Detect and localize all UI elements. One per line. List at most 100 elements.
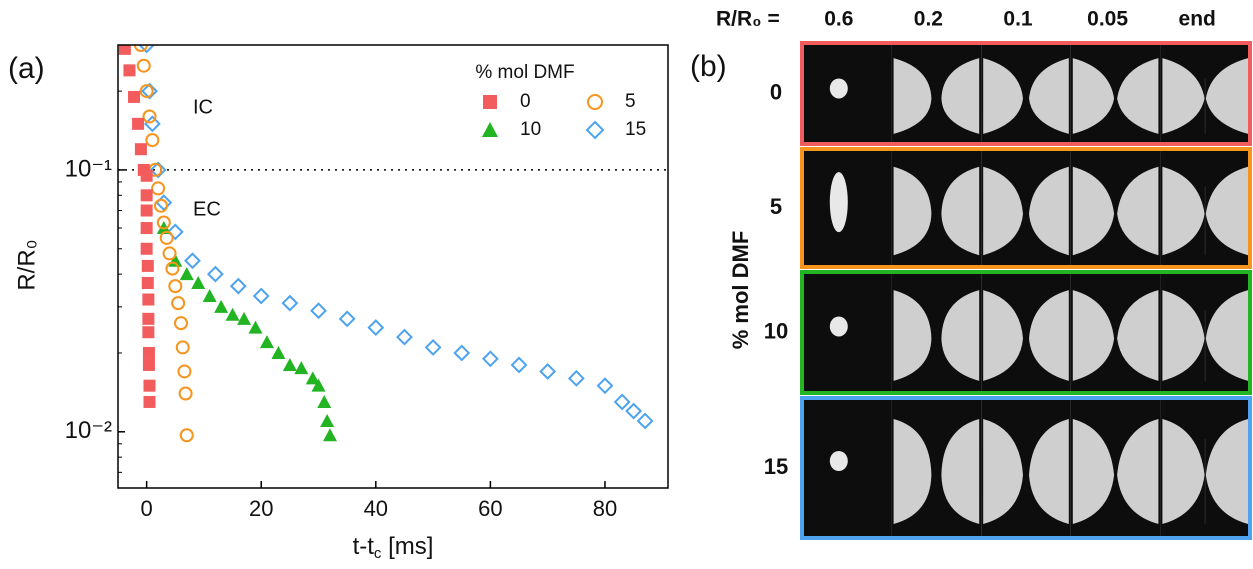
row-label: 0 <box>770 79 782 104</box>
marker-triangle <box>214 299 229 313</box>
liquid-left <box>1072 58 1115 134</box>
liquid-right <box>1029 419 1069 524</box>
marker-triangle <box>202 289 217 303</box>
marker-square <box>140 242 153 255</box>
liquid-left <box>1072 419 1115 524</box>
marker-square <box>142 346 155 359</box>
marker-circle <box>153 198 168 213</box>
frame-bg <box>802 398 892 538</box>
marker-diamond <box>539 363 557 380</box>
liquid-left <box>1072 290 1115 381</box>
marker-diamond <box>206 265 224 283</box>
marker-diamond <box>338 310 356 328</box>
liquid-right <box>1029 166 1069 256</box>
marker-square <box>142 293 155 306</box>
marker-circle <box>175 340 190 355</box>
marker-triangle <box>282 357 297 371</box>
marker-diamond <box>252 287 270 305</box>
marker-circle <box>156 215 171 230</box>
row-frame <box>800 396 1252 540</box>
marker-square <box>140 189 153 202</box>
marker-diamond <box>229 277 247 295</box>
marker-square <box>140 169 153 182</box>
marker-square <box>140 204 153 217</box>
marker-triangle <box>271 345 286 359</box>
row-title: % mol DMF <box>728 231 753 350</box>
liquid-left <box>983 290 1023 381</box>
droplet <box>829 451 848 471</box>
liquid-left <box>1162 166 1205 256</box>
marker-circle <box>587 94 603 110</box>
marker-circle <box>139 84 154 99</box>
marker-square <box>132 117 145 130</box>
marker-triangle <box>191 276 206 290</box>
frame-bg <box>802 272 892 393</box>
marker-square <box>143 379 156 392</box>
marker-diamond <box>596 377 614 395</box>
column-header-label: R/R₀ = <box>716 8 780 31</box>
row-label: 10 <box>764 318 788 343</box>
marker-circle <box>179 428 194 443</box>
liquid-left <box>893 419 932 524</box>
marker-circle <box>145 133 160 148</box>
liquid-left <box>1072 166 1115 256</box>
marker-square <box>140 222 153 235</box>
marker-square <box>123 64 136 77</box>
marker-diamond <box>141 82 158 100</box>
liquid-left <box>893 166 932 256</box>
marker-diamond <box>567 369 585 387</box>
marker-circle <box>162 246 177 261</box>
marker-circle <box>178 386 193 401</box>
column-header: 0.1 <box>1003 8 1033 31</box>
x-tick-label: 40 <box>364 496 388 521</box>
plot-frame <box>117 44 669 489</box>
liquid-left <box>983 58 1023 134</box>
liquid-left <box>983 419 1023 524</box>
marker-square <box>142 326 155 339</box>
column-header: end <box>1179 8 1216 31</box>
liquid-left <box>983 166 1023 256</box>
marker-triangle <box>294 361 309 375</box>
marker-circle <box>168 279 183 294</box>
liquid-right <box>1029 290 1069 381</box>
marker-square <box>118 45 131 55</box>
marker-circle <box>142 109 157 124</box>
points <box>118 45 654 443</box>
marker-triangle <box>237 311 252 325</box>
marker-triangle <box>259 335 274 349</box>
x-label-main: t-t <box>353 533 375 560</box>
x-label-unit: [ms] <box>381 533 433 560</box>
marker-diamond <box>585 120 605 140</box>
marker-circle <box>136 58 151 73</box>
liquid-right <box>1205 290 1248 381</box>
liquid-left <box>1162 419 1205 524</box>
liquid-left <box>1162 58 1205 134</box>
annotation: EC <box>193 198 221 220</box>
liquid-right <box>1205 419 1248 524</box>
marker-diamond <box>367 319 385 337</box>
panel-label: (a) <box>8 52 45 85</box>
legend-label: 5 <box>625 91 636 112</box>
column-header: 0.2 <box>914 8 943 31</box>
marker-diamond <box>184 252 201 270</box>
row-label: 5 <box>770 194 782 219</box>
droplet <box>829 316 848 337</box>
column-header: 0.05 <box>1087 8 1128 31</box>
liquid-right <box>1117 166 1159 256</box>
liquid-right <box>1205 58 1248 134</box>
marker-square <box>128 90 141 103</box>
marker-diamond <box>613 393 631 411</box>
liquid-right <box>1117 419 1159 524</box>
marker-diamond <box>636 412 654 430</box>
marker-diamond <box>281 294 299 312</box>
marker-diamond <box>625 402 643 420</box>
marker-diamond <box>510 356 528 374</box>
marker-square <box>143 395 156 408</box>
marker-circle <box>151 181 166 196</box>
marker-diamond <box>143 115 161 133</box>
row-frame <box>800 41 1252 146</box>
marker-triangle <box>248 320 263 334</box>
marker-circle <box>174 316 189 331</box>
x-tick-label: 20 <box>249 496 273 521</box>
